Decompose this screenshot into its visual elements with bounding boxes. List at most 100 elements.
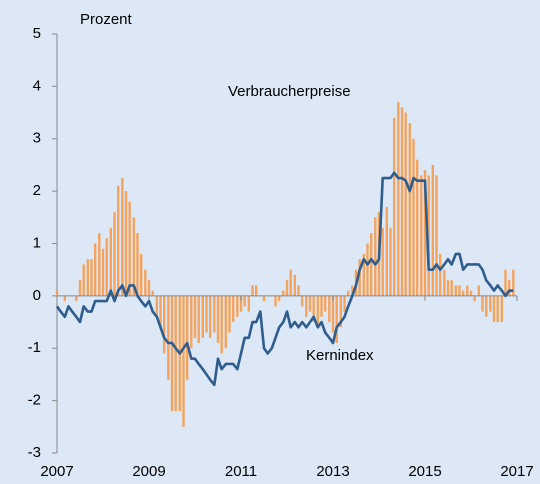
bar <box>369 233 373 296</box>
bar <box>300 295 304 307</box>
bar <box>224 295 228 349</box>
bar <box>220 295 223 354</box>
bar <box>484 295 488 317</box>
bar <box>346 290 350 296</box>
bar <box>450 280 453 296</box>
y-tick-label: 5 <box>33 25 41 42</box>
bar <box>412 138 415 296</box>
bar <box>392 117 396 296</box>
bar <box>121 178 124 296</box>
bar <box>124 191 128 296</box>
bar <box>216 295 220 344</box>
bar <box>431 164 435 296</box>
bar <box>247 295 251 312</box>
bar <box>63 295 67 302</box>
bar <box>466 285 469 296</box>
bar <box>144 269 147 296</box>
bar <box>139 253 143 296</box>
bar <box>55 290 59 296</box>
bar <box>78 280 82 296</box>
y-tick-label: 4 <box>33 77 41 94</box>
bar <box>86 259 90 296</box>
bar <box>458 285 461 296</box>
bar <box>473 295 476 302</box>
bar <box>239 295 243 312</box>
bar <box>362 253 366 296</box>
bar <box>320 295 323 317</box>
bar <box>190 295 193 349</box>
bar <box>262 295 266 302</box>
bar <box>132 217 136 296</box>
bar <box>400 107 404 296</box>
x-tick-label: 2007 <box>40 463 73 480</box>
series-label: Kernindex <box>306 347 374 364</box>
bar <box>381 227 384 296</box>
bar <box>374 217 377 296</box>
x-tick-label: 2015 <box>408 463 441 480</box>
bar <box>75 295 78 302</box>
bar <box>254 285 258 296</box>
bar <box>167 295 170 380</box>
bar <box>492 295 496 323</box>
bar <box>507 280 511 296</box>
bar <box>420 175 423 296</box>
bar <box>228 295 231 333</box>
bar <box>90 259 93 296</box>
bar <box>358 259 361 296</box>
bar <box>185 295 189 380</box>
bar <box>477 285 481 296</box>
bar <box>512 269 515 296</box>
bar <box>331 295 335 333</box>
bar <box>408 123 412 296</box>
bar <box>316 295 320 328</box>
bar <box>170 295 174 412</box>
bar <box>461 290 465 296</box>
bar <box>236 295 239 317</box>
y-tick-label: -2 <box>28 392 41 409</box>
bar <box>339 295 343 328</box>
bar <box>446 280 450 296</box>
bar <box>231 295 235 323</box>
bar <box>427 175 430 296</box>
series-label: Verbraucherpreise <box>228 83 351 100</box>
bar <box>496 295 499 323</box>
y-tick-label: -1 <box>28 339 41 356</box>
bar <box>105 238 108 296</box>
bar <box>404 112 407 296</box>
bar <box>193 295 197 338</box>
bar <box>116 185 120 296</box>
bar <box>282 290 285 296</box>
bar <box>98 233 101 296</box>
x-tick-label: 2013 <box>316 463 349 480</box>
line <box>55 171 514 387</box>
bar <box>101 248 105 296</box>
y-tick-label: 2 <box>33 182 41 199</box>
bar <box>274 295 277 307</box>
bar <box>454 285 458 296</box>
bar <box>277 295 281 302</box>
bar <box>366 243 369 296</box>
bar <box>481 295 484 312</box>
bar <box>243 295 246 307</box>
bar <box>435 175 438 296</box>
bar <box>323 295 327 312</box>
x-tick-label: 2009 <box>132 463 165 480</box>
bar <box>136 233 139 296</box>
bar <box>208 295 212 338</box>
bar <box>197 295 200 344</box>
bar <box>328 295 331 323</box>
bar <box>305 295 308 317</box>
bar <box>205 295 208 333</box>
bar <box>443 269 446 296</box>
bar <box>489 295 492 312</box>
bar <box>469 290 473 296</box>
bar <box>293 274 297 296</box>
bar <box>285 280 289 296</box>
y-tick-label: -3 <box>28 444 41 461</box>
bar <box>415 159 419 296</box>
bar <box>397 102 400 296</box>
bar <box>128 201 131 296</box>
bar <box>312 295 315 323</box>
bar <box>213 295 216 333</box>
